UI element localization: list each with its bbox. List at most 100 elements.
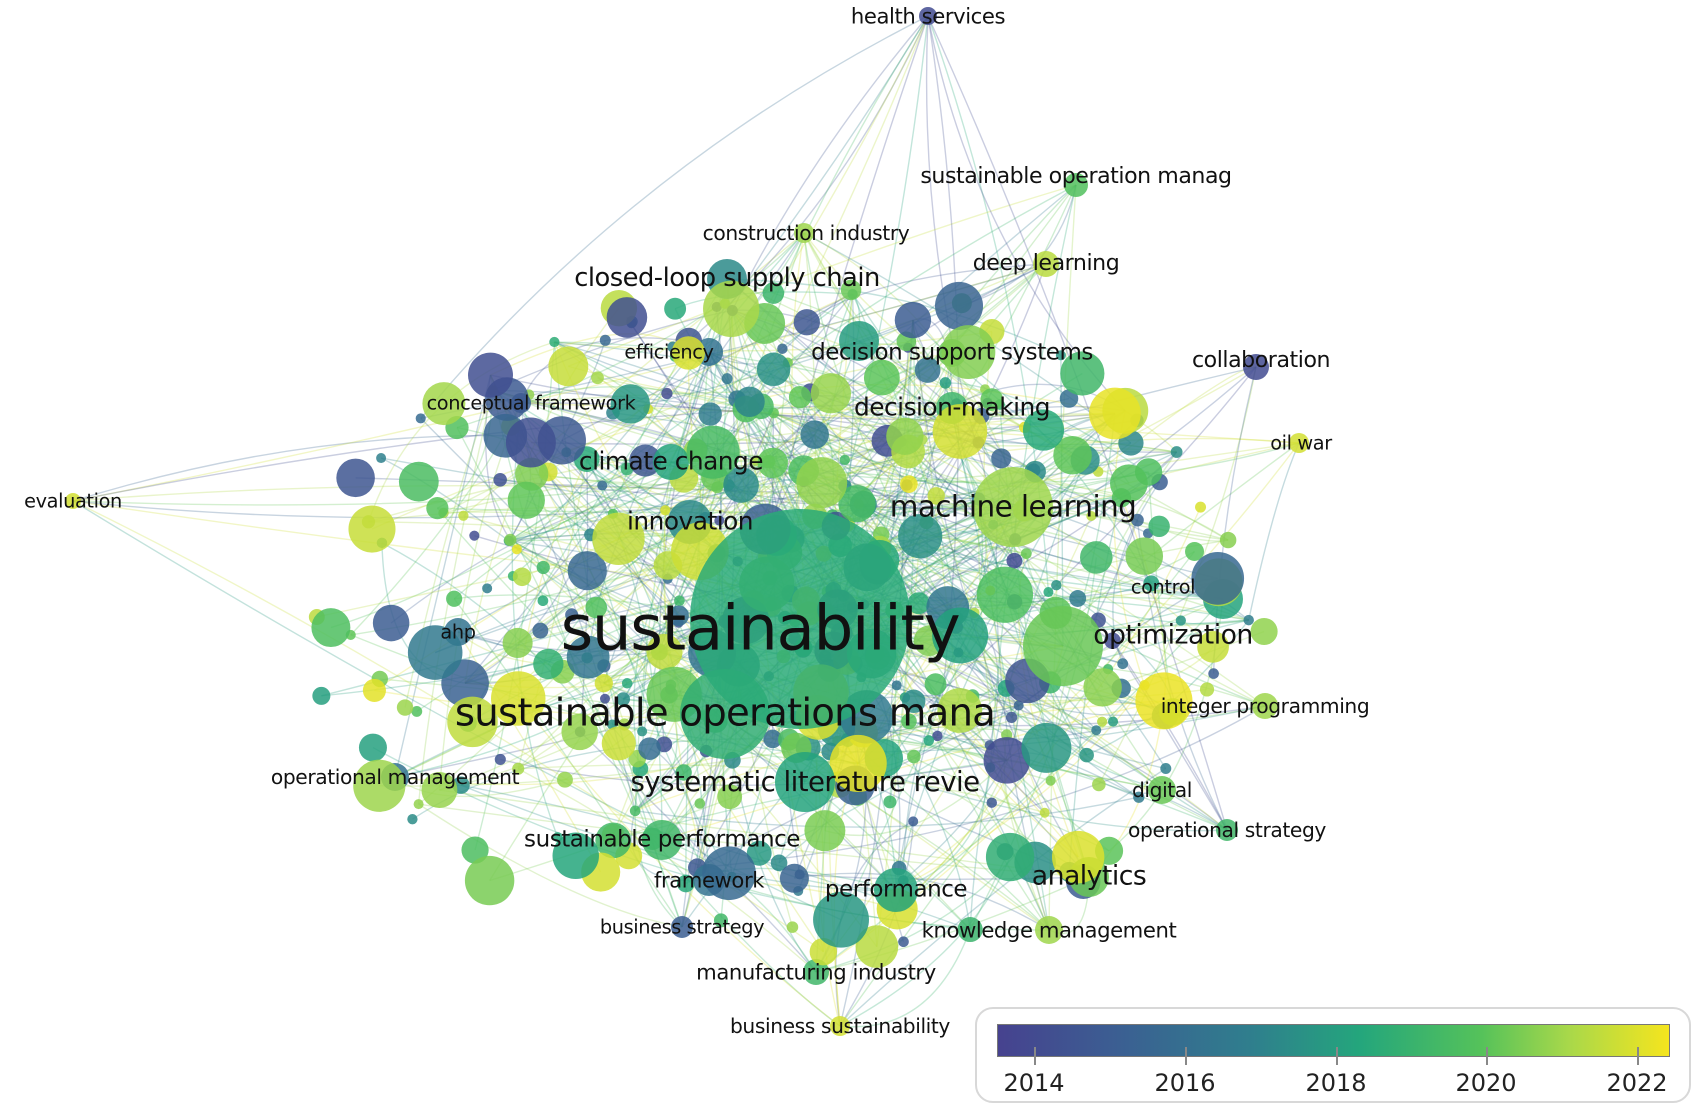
keyword-node[interactable] bbox=[610, 384, 650, 424]
keyword-node[interactable] bbox=[638, 737, 661, 760]
keyword-node[interactable] bbox=[1086, 511, 1097, 522]
keyword-label[interactable]: collaboration bbox=[1191, 347, 1331, 373]
keyword-label[interactable]: operational management bbox=[270, 764, 520, 789]
keyword-node[interactable] bbox=[1059, 389, 1079, 408]
keyword-node[interactable] bbox=[396, 699, 414, 716]
keyword-node[interactable] bbox=[1143, 575, 1160, 592]
keyword-node[interactable] bbox=[1170, 446, 1183, 458]
keyword-node[interactable] bbox=[901, 713, 917, 730]
keyword-node[interactable] bbox=[1033, 251, 1059, 277]
keyword-node[interactable] bbox=[1135, 672, 1193, 730]
keyword-node[interactable] bbox=[1045, 775, 1056, 786]
keyword-node[interactable] bbox=[597, 480, 608, 491]
keyword-node[interactable] bbox=[646, 633, 683, 670]
keyword-node[interactable] bbox=[411, 705, 423, 717]
keyword-node[interactable] bbox=[1117, 658, 1129, 670]
keyword-node[interactable] bbox=[536, 560, 550, 575]
keyword-node[interactable] bbox=[446, 590, 463, 607]
keyword-node[interactable] bbox=[694, 798, 706, 809]
keyword-node[interactable] bbox=[901, 689, 926, 714]
keyword-node[interactable] bbox=[986, 797, 998, 808]
keyword-label[interactable]: evaluation bbox=[24, 489, 122, 513]
keyword-node[interactable] bbox=[616, 692, 631, 706]
keyword-node[interactable] bbox=[934, 281, 984, 330]
keyword-node[interactable] bbox=[511, 544, 522, 555]
keyword-node[interactable] bbox=[800, 420, 829, 449]
keyword-node[interactable] bbox=[512, 567, 532, 587]
keyword-node[interactable] bbox=[407, 814, 418, 825]
keyword-node[interactable] bbox=[1043, 587, 1054, 598]
keyword-node[interactable] bbox=[594, 674, 613, 693]
keyword-node[interactable] bbox=[565, 608, 579, 622]
keyword-node[interactable] bbox=[1079, 747, 1094, 763]
keyword-node[interactable] bbox=[898, 936, 909, 948]
keyword-node[interactable] bbox=[415, 413, 426, 424]
keyword-label[interactable]: oil war bbox=[1270, 431, 1332, 455]
keyword-node[interactable] bbox=[830, 1016, 850, 1036]
keyword-node[interactable] bbox=[1216, 819, 1238, 841]
keyword-node[interactable] bbox=[358, 733, 387, 762]
keyword-node[interactable] bbox=[362, 678, 386, 702]
keyword-node[interactable] bbox=[336, 458, 375, 498]
keyword-label[interactable]: manufacturing industry bbox=[696, 959, 936, 985]
keyword-node[interactable] bbox=[312, 686, 331, 705]
keyword-node[interactable] bbox=[65, 493, 81, 509]
keyword-node[interactable] bbox=[803, 959, 829, 985]
keyword-node[interactable] bbox=[702, 846, 756, 901]
keyword-label[interactable]: decision-making bbox=[853, 392, 1051, 422]
keyword-node[interactable] bbox=[793, 309, 820, 336]
keyword-node[interactable] bbox=[629, 805, 641, 817]
keyword-node[interactable] bbox=[840, 279, 862, 301]
keyword-node[interactable] bbox=[422, 382, 466, 426]
keyword-node[interactable] bbox=[461, 836, 489, 864]
keyword-node[interactable] bbox=[1089, 387, 1141, 440]
keyword-label[interactable]: decision support systems bbox=[811, 339, 1093, 366]
keyword-node[interactable] bbox=[983, 737, 1031, 784]
keyword-node[interactable] bbox=[1219, 531, 1237, 549]
keyword-node[interactable] bbox=[557, 771, 573, 788]
keyword-node[interactable] bbox=[353, 759, 406, 812]
keyword-node[interactable] bbox=[599, 693, 610, 704]
keyword-node[interactable] bbox=[668, 605, 689, 626]
keyword-node[interactable] bbox=[1131, 513, 1144, 527]
keyword-node[interactable] bbox=[919, 7, 937, 25]
keyword-label[interactable]: health services bbox=[850, 3, 1006, 29]
keyword-node[interactable] bbox=[1080, 541, 1113, 574]
keyword-node[interactable] bbox=[1208, 668, 1219, 679]
keyword-label[interactable]: construction industry bbox=[702, 220, 910, 245]
keyword-node[interactable] bbox=[723, 467, 759, 503]
keyword-node[interactable] bbox=[1035, 916, 1063, 944]
keyword-node[interactable] bbox=[566, 635, 610, 679]
keyword-node[interactable] bbox=[1022, 409, 1065, 451]
keyword-node[interactable] bbox=[1199, 682, 1215, 697]
keyword-node[interactable] bbox=[686, 425, 740, 479]
keyword-node[interactable] bbox=[1013, 700, 1024, 711]
keyword-node[interactable] bbox=[1083, 668, 1122, 707]
keyword-node[interactable] bbox=[1051, 830, 1105, 884]
keyword-node[interactable] bbox=[980, 388, 1004, 411]
keyword-node[interactable] bbox=[957, 916, 983, 943]
keyword-node[interactable] bbox=[1006, 552, 1023, 569]
keyword-node[interactable] bbox=[1039, 807, 1050, 818]
keyword-node[interactable] bbox=[713, 913, 728, 928]
keyword-node[interactable] bbox=[839, 454, 850, 466]
keyword-node[interactable] bbox=[490, 671, 546, 726]
keyword-node[interactable] bbox=[924, 673, 947, 696]
keyword-node[interactable] bbox=[1148, 515, 1170, 538]
keyword-node[interactable] bbox=[762, 282, 785, 304]
keyword-node[interactable] bbox=[1097, 716, 1108, 727]
keyword-node[interactable] bbox=[1133, 791, 1145, 803]
keyword-label[interactable]: control bbox=[1130, 575, 1196, 599]
keyword-node[interactable] bbox=[775, 752, 835, 812]
keyword-node[interactable] bbox=[927, 487, 945, 505]
keyword-node[interactable] bbox=[595, 822, 632, 859]
keyword-node[interactable] bbox=[629, 444, 662, 477]
keyword-label[interactable]: closed-loop supply chain bbox=[574, 263, 880, 294]
keyword-node[interactable] bbox=[991, 448, 1012, 469]
keyword-node[interactable] bbox=[863, 359, 900, 396]
keyword-node[interactable] bbox=[796, 457, 848, 509]
keyword-node[interactable] bbox=[717, 784, 743, 810]
keyword-label[interactable]: performance bbox=[824, 876, 968, 903]
keyword-node[interactable] bbox=[777, 343, 788, 354]
keyword-node[interactable] bbox=[813, 891, 869, 948]
